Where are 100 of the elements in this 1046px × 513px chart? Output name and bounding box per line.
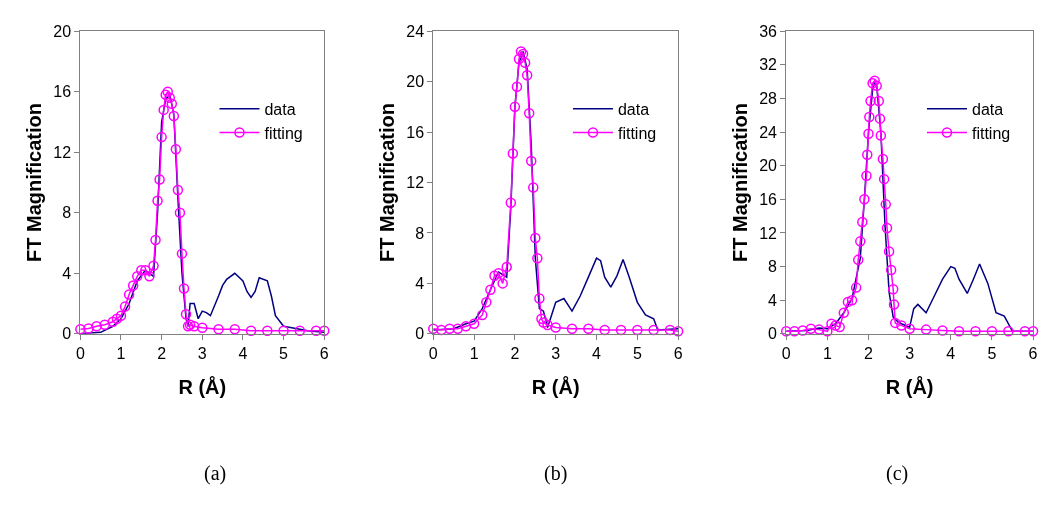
point <box>521 70 533 81</box>
point <box>154 174 165 185</box>
point <box>528 182 539 193</box>
point <box>481 297 492 308</box>
point <box>850 282 862 293</box>
point <box>132 271 143 282</box>
x-tick-label: 0 <box>428 345 438 363</box>
point <box>953 326 965 337</box>
point <box>505 197 517 208</box>
y-tick-label: 16 <box>759 190 778 208</box>
point <box>536 313 547 324</box>
point <box>890 317 901 329</box>
point <box>863 128 874 140</box>
point <box>144 271 155 282</box>
y-tick-label: 20 <box>53 22 72 40</box>
point <box>632 324 643 336</box>
y-tick-label: 28 <box>759 90 778 108</box>
y-tick-label: 8 <box>415 224 425 242</box>
y-tick-label: 12 <box>759 224 778 242</box>
point <box>813 324 825 335</box>
text: (a) <box>204 462 227 485</box>
x-tick-label: 4 <box>592 345 602 363</box>
point <box>168 110 180 122</box>
point <box>91 321 102 332</box>
point <box>262 325 273 337</box>
point <box>107 316 119 327</box>
y-axis-title: FT Magnification <box>375 103 398 262</box>
point <box>534 293 545 304</box>
point <box>489 270 500 282</box>
point <box>507 148 519 159</box>
x-axis-title: R (Å) <box>531 374 580 398</box>
text: (b) <box>544 462 568 485</box>
x-tick-label: 3 <box>197 345 207 363</box>
point <box>176 248 188 259</box>
x-tick-label: 2 <box>510 345 520 363</box>
y-tick-label: 16 <box>53 83 72 101</box>
point <box>615 324 627 336</box>
point <box>115 310 127 321</box>
point <box>877 153 889 165</box>
point <box>780 326 792 337</box>
y-tick-label: 12 <box>53 143 72 161</box>
point <box>460 321 472 332</box>
point <box>873 95 885 107</box>
point <box>127 280 139 291</box>
legend-label: fitting <box>971 124 1011 142</box>
legend-label: data <box>617 100 650 118</box>
point <box>164 92 176 104</box>
point <box>789 326 800 337</box>
point <box>881 222 893 234</box>
point <box>1003 326 1014 337</box>
point <box>501 261 512 273</box>
point <box>140 265 151 276</box>
point <box>542 319 553 331</box>
point <box>855 236 866 247</box>
point <box>566 323 578 335</box>
y-tick-label: 36 <box>759 22 778 40</box>
x-tick-label: 3 <box>905 345 915 363</box>
point <box>852 254 864 266</box>
point <box>525 155 537 167</box>
point <box>213 324 224 335</box>
x-tick-label: 0 <box>75 345 85 363</box>
point <box>864 111 875 123</box>
point <box>970 326 981 337</box>
point <box>920 324 932 335</box>
point <box>166 98 178 110</box>
x-tick-label: 2 <box>864 345 874 363</box>
y-axis-title: FT Magnification <box>22 103 45 262</box>
point <box>111 313 123 324</box>
y-tick-label: 32 <box>759 56 778 74</box>
point <box>834 321 845 333</box>
point <box>178 283 190 294</box>
point <box>493 268 504 279</box>
legend-label: data <box>264 100 296 118</box>
point <box>119 301 131 312</box>
point <box>150 234 161 246</box>
point <box>519 57 531 68</box>
point <box>530 232 541 244</box>
point <box>197 322 208 334</box>
text: (c) <box>886 462 909 485</box>
point <box>513 53 525 65</box>
point <box>846 294 858 306</box>
point <box>874 113 886 124</box>
legend-label: data <box>971 100 1004 118</box>
point <box>99 319 110 330</box>
y-tick-label: 0 <box>768 325 778 343</box>
point <box>885 264 897 276</box>
point <box>485 284 496 295</box>
x-tick-label: 5 <box>632 345 642 363</box>
point <box>672 326 684 337</box>
x-tick-label: 1 <box>469 345 479 363</box>
point <box>188 321 200 332</box>
point <box>532 252 543 264</box>
point <box>822 326 833 337</box>
point <box>75 324 86 335</box>
point <box>857 216 868 228</box>
point <box>550 322 561 333</box>
point <box>830 320 841 331</box>
point <box>310 325 322 337</box>
x-tick-label: 1 <box>822 345 832 363</box>
y-tick-label: 20 <box>759 157 778 175</box>
